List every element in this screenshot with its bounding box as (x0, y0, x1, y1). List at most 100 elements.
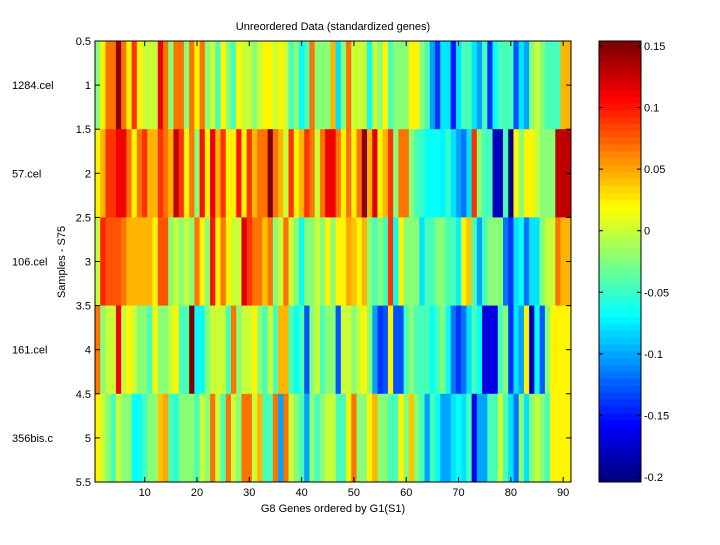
colorbar-swatch (599, 330, 641, 338)
heatmap-cell (278, 41, 284, 130)
heatmap-cell (387, 305, 394, 395)
heatmap-cell (340, 217, 347, 306)
sample-label: 57.cel (12, 168, 41, 180)
heatmap-cell (142, 217, 148, 306)
x-tick-label: 60 (400, 487, 412, 499)
heatmap-cell (372, 393, 378, 483)
heatmap-cell (147, 305, 153, 395)
heatmap-cell (220, 217, 227, 306)
colorbar-tick-label: -0.05 (644, 287, 669, 299)
heatmap-cell (367, 305, 373, 395)
heatmap-cell (299, 305, 305, 395)
heatmap-cell (398, 217, 405, 306)
heatmap-cell (508, 129, 514, 218)
heatmap-cell (466, 305, 473, 395)
y-tick-label: 1.5 (76, 124, 91, 136)
heatmap-cell (487, 41, 493, 130)
colorbar-swatch (599, 158, 641, 166)
heatmap-cell (340, 305, 347, 395)
heatmap-cell (178, 217, 185, 306)
heatmap-cell (204, 129, 211, 218)
heatmap-cell (377, 41, 384, 130)
heatmap-cell (173, 305, 180, 395)
sample-labels: 1284.cel 57.cel 106.cel 161.cel 356bis.c (12, 80, 54, 445)
heatmap-cell (487, 217, 493, 306)
heatmap-cell (246, 41, 253, 130)
heatmap-cell (189, 129, 195, 218)
colorbar-tick-label: 0.05 (644, 164, 665, 176)
heatmap-cell (335, 393, 342, 483)
heatmap-cell (325, 305, 331, 395)
heatmap-cell (544, 393, 551, 483)
colorbar-swatch (599, 268, 641, 276)
heatmap-cell (157, 129, 164, 218)
heatmap-cell (408, 129, 415, 218)
heatmap-cell (518, 41, 525, 130)
colorbar-swatch (599, 261, 641, 269)
heatmap-cell (408, 217, 415, 306)
heatmap-cell (236, 129, 242, 218)
heatmap-cell (560, 129, 567, 218)
heatmap-cell (163, 41, 169, 130)
colorbar-swatch (599, 275, 641, 283)
colorbar-swatch (599, 399, 641, 407)
y-axis-ticks: 0.5 1 1.5 2 2.5 3 3.5 4 4.5 5 5.5 (76, 36, 571, 489)
colorbar-tick-label: 0.1 (644, 103, 659, 115)
heatmap-cell (414, 217, 420, 306)
heatmap-cell (131, 305, 138, 395)
heatmap-cell (304, 41, 310, 130)
heatmap-cell (199, 41, 206, 130)
heatmap-cell (100, 217, 106, 306)
heatmap-cell (262, 217, 269, 306)
chart-title: Unreordered Data (standardized genes) (236, 21, 430, 33)
heatmap-cell (220, 393, 227, 483)
heatmap-cell (225, 393, 232, 483)
heatmap-cell (560, 393, 567, 483)
heatmap-cell (429, 217, 436, 306)
heatmap-cell (299, 129, 305, 218)
colorbar-swatch (599, 247, 641, 256)
heatmap-cell (257, 305, 263, 395)
x-axis-label: G8 Genes ordered by G1(S1) (261, 503, 405, 515)
heatmap-cell (283, 217, 289, 306)
heatmap-cell (450, 41, 457, 130)
heatmap-cell (466, 393, 473, 483)
heatmap-cell (105, 393, 112, 483)
heatmap-cell (262, 393, 269, 483)
colorbar-swatch (599, 123, 641, 131)
colorbar-swatch (599, 461, 641, 469)
heatmap-cell (142, 305, 148, 395)
heatmap-cell (178, 129, 185, 218)
heatmap-cell (220, 41, 227, 130)
heatmap-cell (194, 41, 201, 130)
heatmap-cell (199, 305, 206, 395)
heatmap-cell (555, 217, 561, 306)
heatmap-cell (204, 217, 211, 306)
colorbar-swatch (599, 213, 641, 221)
heatmap-cell (461, 129, 467, 218)
colorbar-swatch (599, 351, 641, 359)
heatmap-cell (408, 41, 415, 130)
heatmap-cell (372, 129, 378, 218)
heatmap-cell (241, 41, 248, 130)
colorbar-tick-label: -0.1 (644, 349, 663, 361)
heatmap-cell (173, 217, 180, 306)
colorbar-swatch (599, 89, 641, 97)
colorbar-swatch (599, 357, 641, 366)
heatmap-cell (482, 41, 488, 130)
heatmap-cell (476, 41, 483, 130)
heatmap-cell (262, 305, 269, 395)
heatmap-cell (455, 393, 462, 483)
heatmap-cell (346, 393, 352, 483)
heatmap-cell (471, 217, 478, 306)
heatmap-cell (544, 129, 551, 218)
heatmap-cell (325, 393, 331, 483)
heatmap-cell (455, 217, 462, 306)
heatmap-cell (497, 129, 504, 218)
heatmap-cell (330, 41, 337, 130)
colorbar-swatch (599, 165, 641, 173)
heatmap-cell (450, 305, 457, 395)
heatmap-cell (356, 41, 363, 130)
heatmap-cell (382, 305, 389, 395)
heatmap-cell (340, 129, 347, 218)
